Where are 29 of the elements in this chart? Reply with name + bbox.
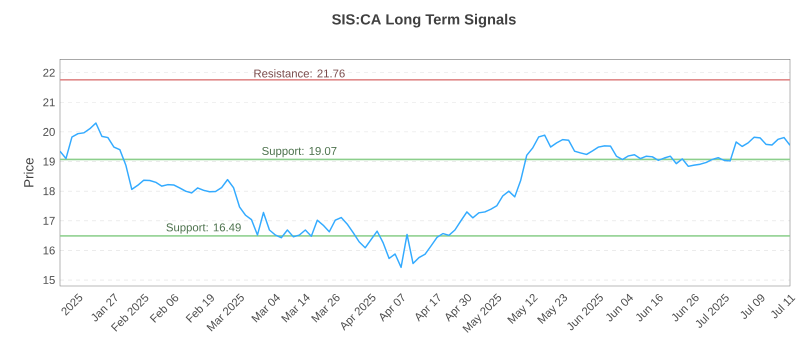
y-axis-title: Price <box>24 158 34 187</box>
y-tick-label: 15 <box>44 276 55 284</box>
x-tick-label: Jan 27 <box>91 293 118 322</box>
x-tick-label: Mar 04 <box>251 294 280 323</box>
x-tick-label: Mar 14 <box>281 294 310 322</box>
x-tick-label: Jul 09 <box>740 294 764 319</box>
y-tick-label: 18 <box>44 187 55 196</box>
x-tick-label: Mar 26 <box>311 294 340 323</box>
x-tick-label: May 23 <box>537 294 568 324</box>
x-tick-label: Apr 30 <box>446 294 472 322</box>
y-tick-label: 21 <box>43 98 55 106</box>
chart-title: SIS:CA Long Term Signals <box>332 14 516 28</box>
x-tick-label: Apr 17 <box>416 293 440 322</box>
y-tick-label: 22 <box>43 68 55 77</box>
y-tick-label: 20 <box>43 128 55 136</box>
ref-line-label: Support: 16.49 <box>166 223 241 234</box>
x-tick-label: Jul 11 <box>771 294 796 318</box>
y-tick-label: 16 <box>44 246 55 254</box>
y-tick-label: 19 <box>44 158 55 166</box>
y-tick-label: 17 <box>44 216 55 225</box>
ref-line-label: Support: 19.07 <box>262 146 336 158</box>
x-tick-label: May 12 <box>507 294 538 324</box>
x-tick-label: Jun 26 <box>672 294 699 322</box>
ref-line-label: Resistance: 21.76 <box>254 69 345 78</box>
x-tick-label: Jun 04 <box>606 294 634 322</box>
x-tick-label: Apr 07 <box>380 293 404 322</box>
x-tick-label: Jun 16 <box>636 294 663 322</box>
x-tick-label: Feb 06 <box>150 294 178 323</box>
line-series <box>60 122 790 268</box>
